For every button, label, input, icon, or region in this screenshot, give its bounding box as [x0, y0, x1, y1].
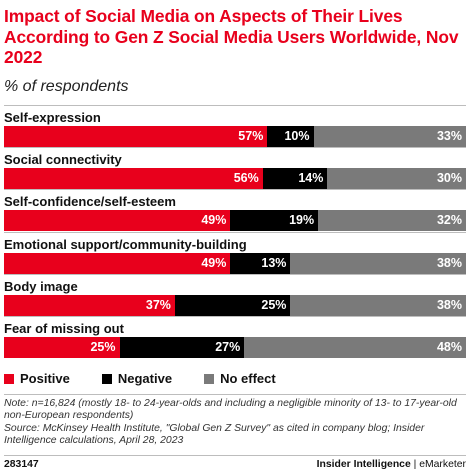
legend-label-no-effect: No effect [220, 371, 276, 386]
footer-divider-bottom [4, 455, 466, 456]
bar-segment-no-effect: 33% [313, 126, 466, 147]
category-divider [4, 273, 466, 275]
bar-segment-no-effect: 38% [290, 294, 466, 316]
legend-label-positive: Positive [20, 371, 70, 386]
category-label: Self-expression [4, 110, 101, 125]
bar-segment-negative: 14% [262, 168, 328, 190]
category-divider [4, 105, 466, 106]
legend-swatch-positive [4, 373, 14, 384]
brand-emarketer: eMarketer [419, 459, 466, 470]
bar-segment-no-effect: 32% [318, 210, 466, 232]
data-label: 14% [298, 171, 324, 186]
bar-row: 56% 14% 30% [4, 168, 466, 190]
data-label: 37% [145, 297, 171, 312]
data-label: 56% [233, 171, 259, 186]
source-text: Source: McKinsey Health Institute, "Glob… [4, 422, 425, 447]
data-label: 33% [436, 129, 462, 143]
data-label: 49% [201, 213, 227, 228]
chart-id: 283147 [4, 459, 39, 470]
bar-segment-positive: 49% [4, 252, 231, 274]
bar-segment-positive: 37% [4, 294, 175, 316]
data-label: 38% [436, 297, 462, 312]
bar-segment-positive: 25% [4, 337, 120, 358]
bar-row: 25% 27% 48% [4, 337, 466, 358]
brand-insider-intelligence: Insider Intelligence [316, 459, 411, 470]
footer-brand: Insider Intelligence | eMarketer [317, 459, 466, 470]
data-label: 27% [215, 340, 241, 354]
chart-subtitle: % of respondents [4, 78, 129, 95]
category-divider [4, 316, 466, 317]
bar-row: 49% 13% 38% [4, 252, 466, 274]
data-label: 25% [261, 297, 287, 312]
data-label: 57% [238, 129, 264, 143]
legend-swatch-negative [101, 373, 112, 384]
category-divider [4, 147, 466, 149]
data-label: 32% [436, 213, 462, 228]
footer-divider-top [4, 394, 466, 395]
bar-segment-negative: 27% [119, 337, 245, 358]
category-label: Fear of missing out [4, 321, 124, 336]
legend-item-negative: Negative [101, 371, 173, 386]
bar-row: 57% 10% 33% [4, 126, 466, 147]
bar-segment-positive: 49% [4, 210, 231, 232]
data-label: 38% [436, 255, 462, 270]
data-label: 10% [284, 129, 310, 143]
bar-segment-negative: 25% [174, 294, 291, 316]
chart-note: Note: n=16,824 (mostly 18- to 24-year-ol… [4, 398, 466, 448]
category-divider [4, 231, 466, 233]
bar-row: 49% 19% 32% [4, 210, 466, 232]
legend-swatch-no-effect [204, 373, 215, 384]
brand-separator: | [410, 459, 420, 470]
bar-row: 37% 25% 38% [4, 294, 466, 316]
bar-segment-positive: 56% [4, 168, 263, 190]
category-label: Body image [4, 278, 78, 294]
data-label: 30% [436, 171, 462, 186]
bar-segment-negative: 19% [230, 210, 319, 232]
bar-segment-negative: 10% [267, 126, 314, 147]
data-label: 25% [90, 340, 116, 354]
data-label: 19% [289, 213, 315, 228]
category-label: Self-confidence/self-esteem [4, 194, 176, 210]
category-label: Emotional support/community-building [4, 236, 247, 252]
category-label: Social connectivity [4, 152, 122, 168]
chart-title: Impact of Social Media on Aspects of The… [4, 6, 459, 67]
bar-segment-positive: 57% [4, 126, 268, 147]
legend-label-negative: Negative [117, 371, 173, 386]
bar-segment-no-effect: 30% [327, 168, 466, 190]
bar-segment-negative: 13% [230, 252, 291, 274]
category-divider [4, 189, 466, 191]
note-text: Note: n=16,824 (mostly 18- to 24-year-ol… [4, 398, 457, 422]
legend-item-no-effect: No effect [204, 371, 276, 386]
legend: Positive Negative No effect [4, 371, 308, 386]
data-label: 13% [261, 255, 287, 270]
data-label: 48% [436, 340, 462, 354]
bar-segment-no-effect: 38% [290, 252, 466, 274]
data-label: 49% [201, 255, 227, 270]
legend-item-positive: Positive [4, 371, 70, 386]
bar-segment-no-effect: 48% [244, 337, 466, 358]
